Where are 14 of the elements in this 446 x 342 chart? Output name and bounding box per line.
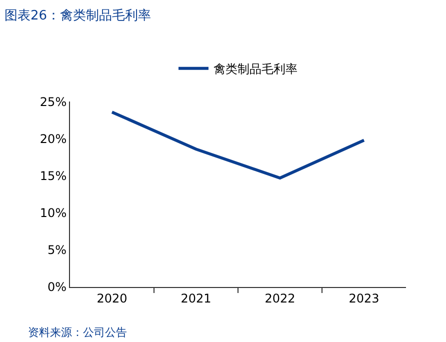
- y-tick-label: 25%: [40, 94, 67, 109]
- y-tick-label: 10%: [40, 206, 67, 220]
- y-tick-label: 20%: [40, 132, 67, 146]
- y-tick-label: 0%: [48, 280, 67, 294]
- y-tick-label: 15%: [40, 169, 67, 184]
- text: 资料来源：公司公告: [28, 326, 127, 339]
- x-tick-label: 2023: [348, 291, 380, 306]
- line-series: [110, 110, 366, 180]
- legend-label: 禽类制品毛利率: [214, 62, 298, 76]
- x-tick-label: 2022: [264, 291, 296, 306]
- x-tick-label: 2021: [180, 291, 212, 306]
- x-tick-label: 2020: [96, 291, 128, 306]
- y-tick-label: 5%: [48, 243, 67, 258]
- chart-title: 图表26：禽类制品毛利率: [4, 7, 152, 24]
